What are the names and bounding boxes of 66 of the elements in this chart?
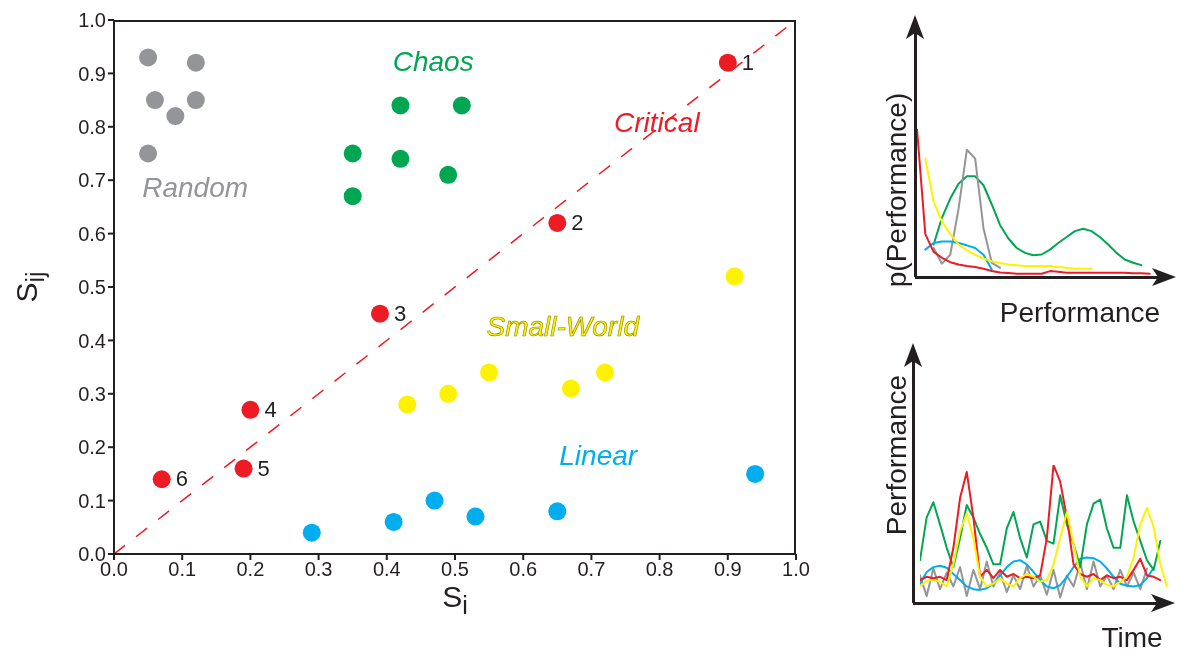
- y-tick-label: 0.3: [78, 382, 106, 405]
- x-tick-label: 0.5: [441, 558, 469, 581]
- y-tick-label: 0.7: [78, 169, 106, 192]
- x-tick-label: 0.4: [372, 558, 401, 581]
- point: [548, 502, 567, 521]
- point: [391, 96, 410, 115]
- point: [398, 395, 417, 414]
- series-label: Chaos: [392, 46, 474, 79]
- x-tick-label: 1.0: [782, 558, 810, 581]
- point: [384, 512, 403, 531]
- point: [439, 165, 458, 184]
- x-axis-title: Time: [1101, 622, 1163, 653]
- point: [561, 379, 580, 398]
- point: [302, 523, 321, 542]
- annotation: 4: [264, 396, 277, 423]
- x-tick-label: 0.9: [713, 558, 742, 581]
- point: [391, 149, 410, 168]
- x-tick-label: 0.7: [577, 558, 606, 581]
- point: [139, 144, 158, 163]
- y-tick-label: 0.5: [78, 276, 106, 299]
- point: [548, 213, 567, 232]
- point: [186, 91, 205, 110]
- x-axis-title: S$_{i}$: [442, 580, 468, 619]
- annotation: 3: [393, 300, 407, 327]
- x-axis-title: Performance: [999, 297, 1161, 328]
- y-tick-label: 0.2: [78, 436, 106, 459]
- x-tick-label: 0.2: [236, 558, 265, 581]
- y-tick-label: 0.6: [78, 222, 106, 245]
- y-tick-label: 0.9: [78, 62, 106, 85]
- x-tick-label: 0.1: [168, 558, 197, 581]
- x-tick-label: 0.8: [645, 558, 674, 581]
- point: [186, 53, 205, 72]
- point: [425, 491, 444, 510]
- point: [234, 459, 253, 478]
- point: [166, 107, 185, 126]
- annotation: 1: [741, 49, 755, 76]
- point: [439, 384, 458, 403]
- point: [480, 363, 499, 382]
- x-tick-label: 0.3: [304, 558, 333, 581]
- point: [343, 144, 362, 163]
- point: [746, 464, 765, 483]
- point: [145, 91, 164, 110]
- annotation: 2: [571, 209, 584, 236]
- y-axis-title: p(Performance): [881, 92, 912, 288]
- annotation: 5: [257, 455, 270, 482]
- point: [466, 507, 485, 526]
- series-label: Linear: [559, 439, 638, 472]
- series-label: Small-World: [486, 311, 639, 344]
- point: [139, 48, 158, 67]
- point: [152, 470, 171, 489]
- point: [241, 400, 260, 419]
- point: [452, 96, 471, 115]
- series-label: Critical: [614, 107, 700, 140]
- x-tick-label: 0.6: [509, 558, 538, 581]
- y-tick-label: 0.1: [78, 489, 106, 512]
- y-tick-label: 0.8: [78, 115, 106, 138]
- y-tick-label: 1.0: [78, 9, 106, 32]
- y-tick-label: 0.4: [78, 329, 106, 352]
- point: [725, 267, 744, 286]
- series-label: Random: [142, 172, 249, 205]
- y-axis-title: Performance: [881, 374, 912, 536]
- point: [596, 363, 615, 382]
- point: [370, 304, 389, 323]
- annotation: 6: [175, 466, 188, 493]
- point: [718, 53, 737, 72]
- point: [343, 187, 362, 206]
